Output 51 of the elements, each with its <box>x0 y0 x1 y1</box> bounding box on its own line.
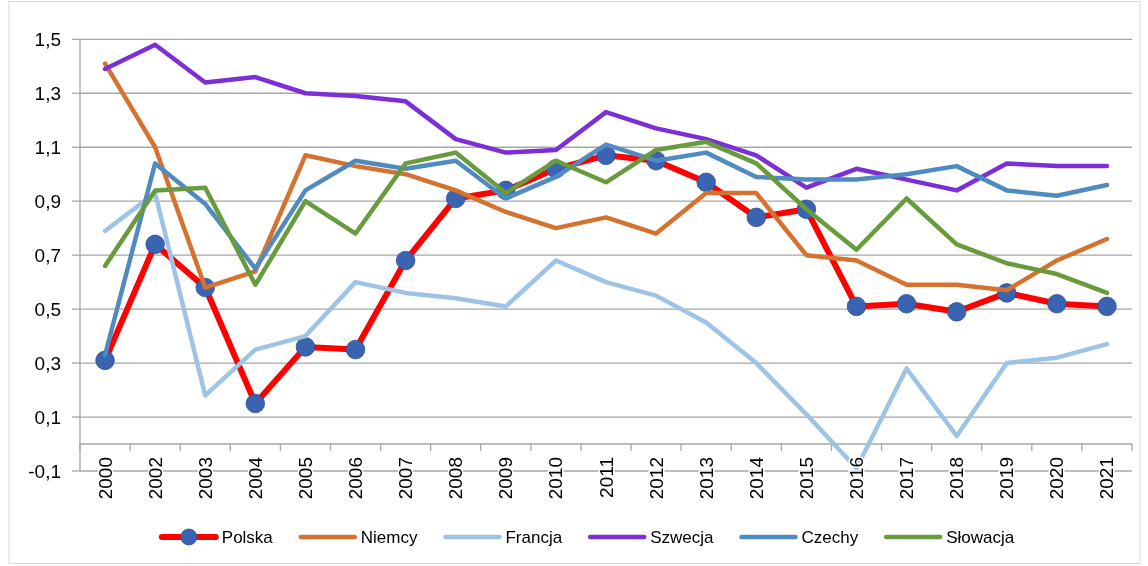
y-tick-label: 0,3 <box>34 352 61 374</box>
point <box>696 172 716 192</box>
x-tick-label: 2020 <box>1046 457 1068 500</box>
point <box>596 145 616 166</box>
point <box>846 296 867 317</box>
x-tick-label: 2004 <box>244 456 266 500</box>
x-tick-label: 2002 <box>144 457 166 500</box>
legend-label: Słowacja <box>946 527 1015 547</box>
x-tick-label: 2009 <box>495 457 517 500</box>
point <box>345 339 366 360</box>
x-tick-label: 2018 <box>946 457 968 500</box>
line-series <box>102 139 1110 296</box>
x-tick-label: 2007 <box>395 457 417 500</box>
point <box>395 250 416 271</box>
point <box>896 294 917 314</box>
x-tick-label: 2000 <box>94 457 116 500</box>
x-tick-label: 2016 <box>845 457 867 500</box>
legend-label: Czechy <box>801 527 859 547</box>
x-tick-label: 2003 <box>194 457 216 500</box>
x-tick-label: 2008 <box>445 457 467 500</box>
x-tick-label: 2011 <box>595 457 617 498</box>
y-tick-label: 1,1 <box>34 136 61 158</box>
y-tick-label: 0,1 <box>34 406 61 428</box>
x-tick-label: 2005 <box>294 457 316 500</box>
legend-label: Francja <box>505 527 563 547</box>
x-tick-label: 2012 <box>645 457 667 500</box>
x-tick-label: 2014 <box>745 456 767 500</box>
y-tick-label: -0,1 <box>28 460 61 482</box>
x-tick-label: 2015 <box>795 457 817 500</box>
point <box>746 207 766 228</box>
x-tick-label: 2013 <box>695 457 717 500</box>
x-tick-label: 2006 <box>345 457 367 500</box>
point <box>1097 296 1117 317</box>
y-tick-label: 0,5 <box>34 298 61 320</box>
point <box>1047 294 1067 314</box>
legend-label: Polska <box>221 527 274 547</box>
x-tick-label: 2021 <box>1096 457 1118 500</box>
point <box>245 393 266 414</box>
legend-label: Niemcy <box>360 527 418 547</box>
y-tick-label: 1,5 <box>34 28 61 50</box>
y-tick-label: 1,3 <box>34 82 61 104</box>
line-series <box>102 42 1110 193</box>
x-tick-label: 2019 <box>996 457 1018 500</box>
x-tick-label: 2010 <box>545 457 567 500</box>
x-tick-label: 2017 <box>896 457 918 500</box>
point <box>145 234 165 255</box>
legend-label: Szwecja <box>650 527 715 547</box>
point <box>295 337 316 357</box>
point <box>946 302 967 322</box>
y-tick-label: 0,9 <box>34 190 61 212</box>
y-tick-label: 0,7 <box>34 244 61 266</box>
